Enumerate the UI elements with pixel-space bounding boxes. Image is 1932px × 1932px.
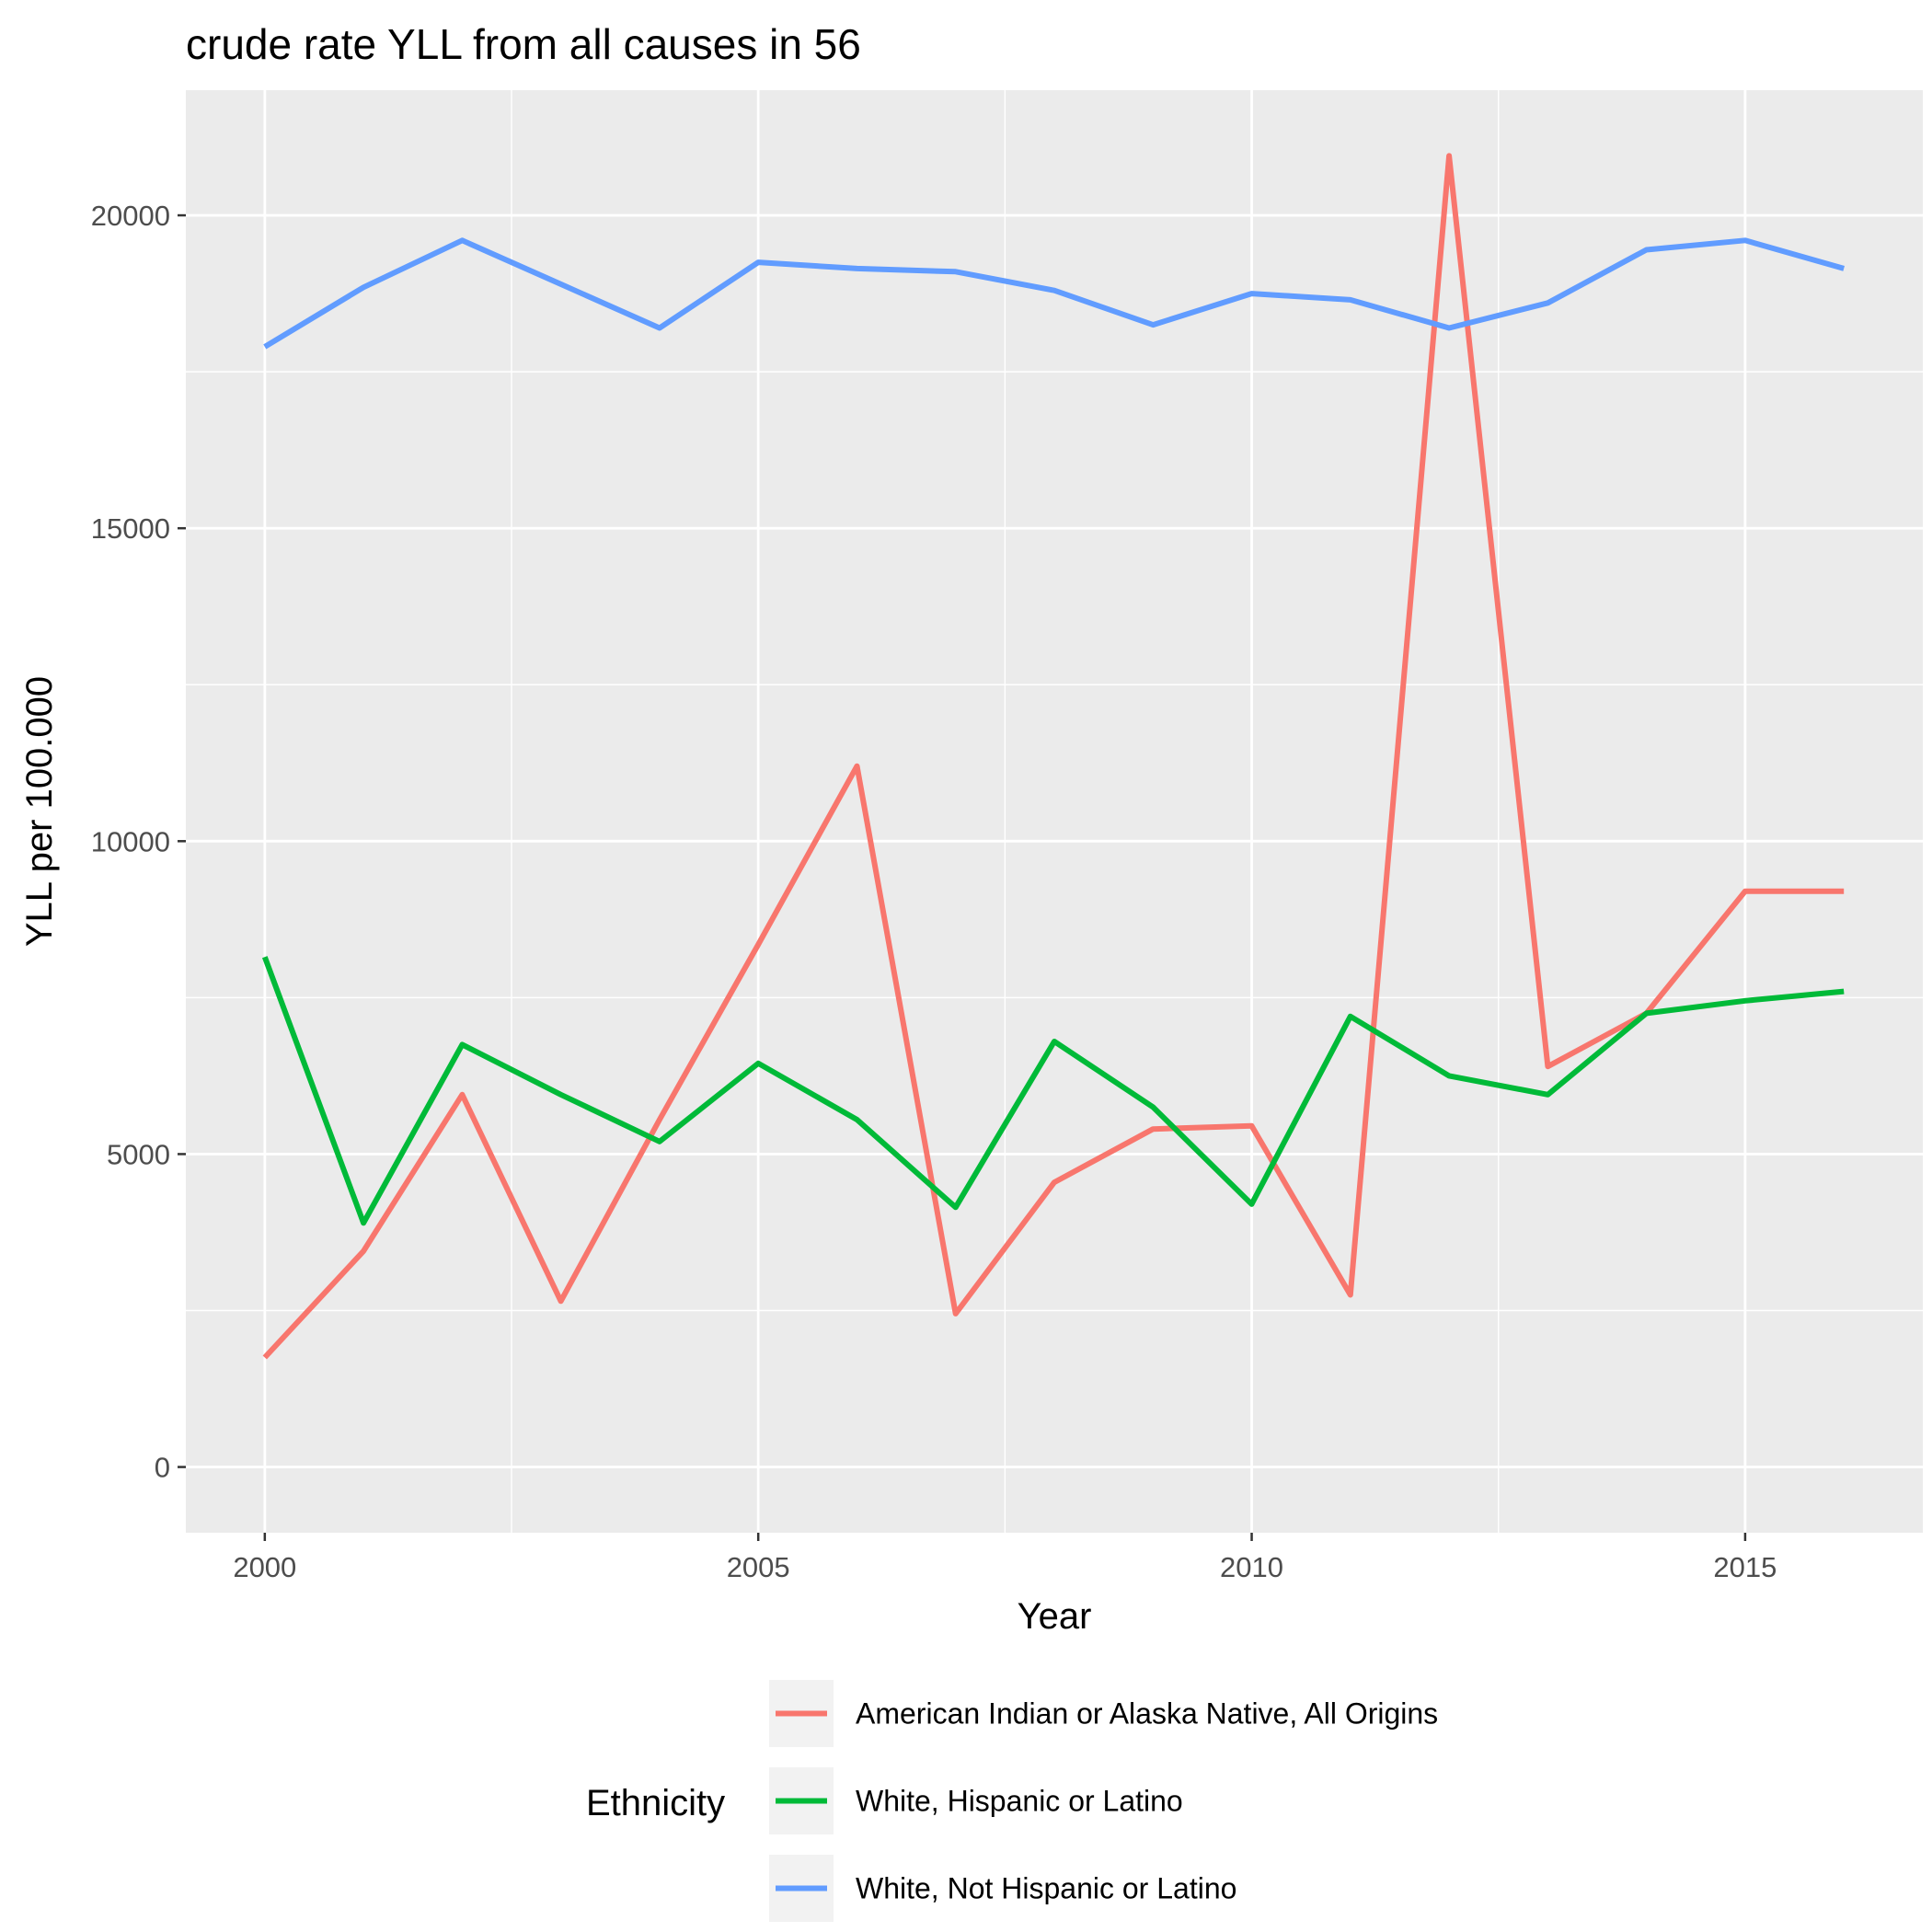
y-tick-label: 5000 [107, 1138, 170, 1170]
grid-minor [186, 90, 1923, 1533]
y-tick-label: 15000 [91, 512, 170, 545]
legend: American Indian or Alaska Native, All Or… [769, 1680, 1438, 1922]
x-tick-label: 2010 [1220, 1551, 1283, 1583]
chart-title: crude rate YLL from all causes in 56 [186, 20, 861, 68]
y-axis-title: YLL per 100.000 [19, 676, 60, 947]
y-tick-label: 20000 [91, 200, 170, 232]
series-lines [261, 153, 1846, 1360]
plot-panel [186, 90, 1923, 1533]
y-axis: 0 5000 10000 15000 20000 [91, 200, 186, 1484]
y-tick-label: 0 [155, 1452, 170, 1484]
y-tick-label: 10000 [91, 825, 170, 857]
x-tick-label: 2000 [233, 1551, 296, 1583]
x-tick-label: 2005 [727, 1551, 790, 1583]
series-line-2 [261, 956, 1845, 1226]
x-axis: 2000 2005 2010 2015 [233, 1533, 1777, 1583]
legend-label-3: White, Not Hispanic or Latino [856, 1872, 1236, 1905]
legend-title: Ethnicity [586, 1783, 725, 1823]
x-tick-label: 2015 [1713, 1551, 1777, 1583]
grid-major [186, 90, 1923, 1533]
legend-label-1: American Indian or Alaska Native, All Or… [856, 1697, 1438, 1731]
series-line-1 [262, 153, 1845, 1360]
legend-label-2: White, Hispanic or Latino [856, 1785, 1183, 1818]
series-line-3 [263, 237, 1846, 350]
x-axis-title: Year [1018, 1596, 1092, 1637]
